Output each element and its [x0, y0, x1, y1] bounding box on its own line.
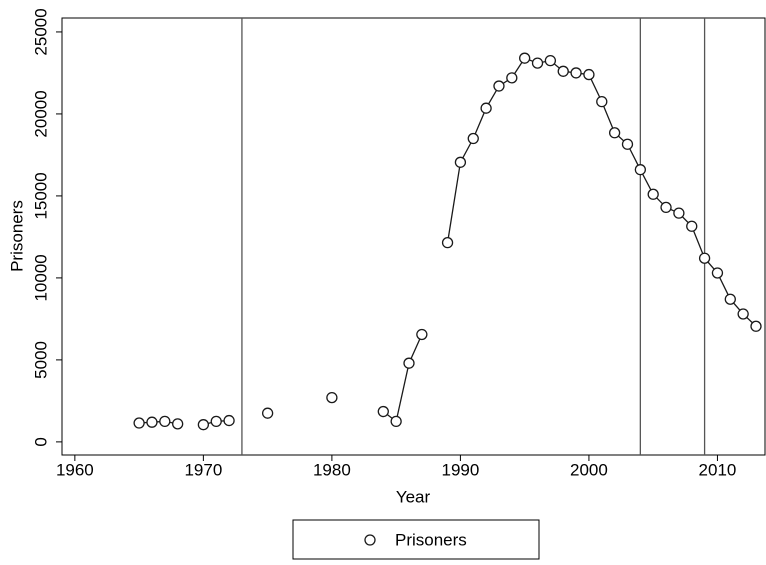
data-point [146, 416, 158, 428]
data-point [416, 328, 428, 341]
data-point [531, 57, 544, 69]
data-point [197, 419, 210, 431]
plot-frame [61, 17, 766, 456]
legend-label: Prisoners [395, 530, 467, 549]
data-point [557, 65, 569, 77]
data-point [737, 308, 749, 320]
x-tick-label: 2000 [570, 460, 608, 479]
data-point [159, 415, 171, 428]
y-axis-title: Prisoners [7, 200, 26, 272]
data-point [660, 201, 672, 214]
data-point [326, 391, 338, 404]
data-point [390, 415, 402, 428]
data-point [493, 80, 505, 92]
legend-marker [364, 534, 376, 546]
data-point [441, 236, 454, 249]
data-point [698, 252, 711, 264]
data-point [544, 54, 557, 67]
y-tick-label: 10000 [31, 254, 50, 301]
data-point [647, 188, 659, 200]
data-point [454, 156, 467, 168]
data-point [608, 127, 621, 139]
x-tick-label: 1960 [56, 460, 94, 479]
data-point [480, 102, 492, 114]
x-axis-title: Year [396, 487, 431, 506]
data-point [172, 418, 184, 430]
x-tick-label: 1980 [313, 460, 351, 479]
data-point [467, 132, 479, 145]
data-point [583, 68, 595, 81]
data-point [634, 164, 646, 176]
data-point [621, 138, 634, 150]
y-tick-label: 20000 [31, 90, 50, 137]
x-tick-label: 1970 [184, 460, 222, 479]
data-point [711, 267, 724, 279]
data-point [750, 320, 762, 332]
data-point [403, 357, 415, 369]
legend-box [292, 519, 540, 560]
data-point [724, 293, 736, 305]
data-point [377, 405, 389, 418]
data-point [686, 220, 698, 232]
x-tick-label: 2010 [699, 460, 737, 479]
data-point [133, 417, 145, 429]
y-tick-label: 5000 [31, 341, 50, 379]
data-point [223, 414, 235, 427]
data-point [506, 72, 518, 84]
data-point [673, 207, 685, 219]
y-tick-label: 0 [31, 437, 50, 446]
y-tick-label: 15000 [31, 172, 50, 219]
data-point [596, 95, 608, 108]
data-point [261, 407, 274, 419]
data-point [570, 67, 582, 79]
data-point [519, 52, 531, 64]
data-point [210, 415, 222, 428]
y-tick-label: 25000 [31, 8, 50, 55]
x-tick-label: 1990 [441, 460, 479, 479]
